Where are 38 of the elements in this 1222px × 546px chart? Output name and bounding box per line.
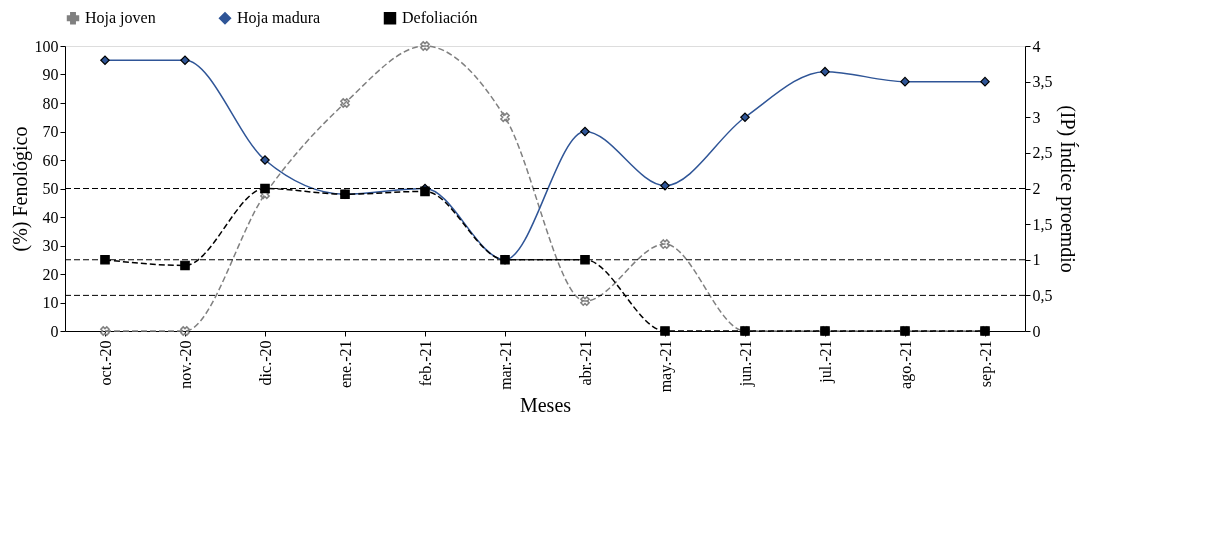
y-tick-label: 60: [42, 151, 59, 169]
y-tick-label: 50: [42, 180, 59, 197]
y2-tick-label: 3,5: [1032, 73, 1053, 91]
y-tick-label: 30: [42, 237, 59, 254]
y-tick-label: 100: [34, 37, 59, 55]
y2-axis-title: (IP) Índice proemdio: [1055, 105, 1079, 273]
y-tick-label: 40: [42, 208, 59, 226]
y-tick-label: 20: [42, 265, 59, 283]
y-tick-label: 10: [42, 294, 59, 311]
x-tick-label: may.-21: [656, 340, 675, 393]
legend-label: Defoliación: [402, 9, 478, 27]
x-tick-label: sep.-21: [976, 340, 995, 388]
x-tick-label: oct.-20: [96, 340, 114, 386]
y2-tick-label: 1,5: [1032, 215, 1053, 233]
x-tick-label: mar.-21: [496, 340, 514, 390]
x-tick-label: nov.-20: [176, 340, 194, 389]
y-tick-label: 0: [50, 322, 59, 340]
x-tick-label: feb.-21: [416, 340, 434, 387]
legend-label: Hoja joven: [85, 9, 156, 28]
x-tick-label: ago.-21: [896, 340, 915, 389]
y2-tick-label: 0: [1032, 322, 1041, 340]
x-tick-label: abr.-21: [576, 340, 594, 386]
legend-label: Hoja madura: [237, 9, 321, 28]
x-tick-label: dic.-20: [256, 340, 274, 386]
x-axis-title: Meses: [519, 394, 572, 417]
x-tick-label: jun.-21: [736, 340, 755, 388]
y-tick-label: 90: [42, 66, 59, 83]
y2-tick-label: 0,5: [1032, 286, 1053, 304]
y-axis-title: (%) Fenológico: [8, 126, 32, 252]
y2-tick-label: 2,5: [1032, 144, 1053, 162]
y2-tick-label: 1: [1032, 251, 1041, 269]
y2-tick-label: 2: [1032, 180, 1041, 197]
y2-tick-label: 4: [1032, 37, 1041, 55]
y2-tick-label: 3: [1032, 108, 1041, 126]
x-tick-label: jul.-21: [816, 340, 835, 384]
y-tick-label: 80: [42, 94, 59, 112]
x-tick-label: ene.-21: [336, 340, 354, 389]
y-tick-label: 70: [42, 123, 59, 140]
